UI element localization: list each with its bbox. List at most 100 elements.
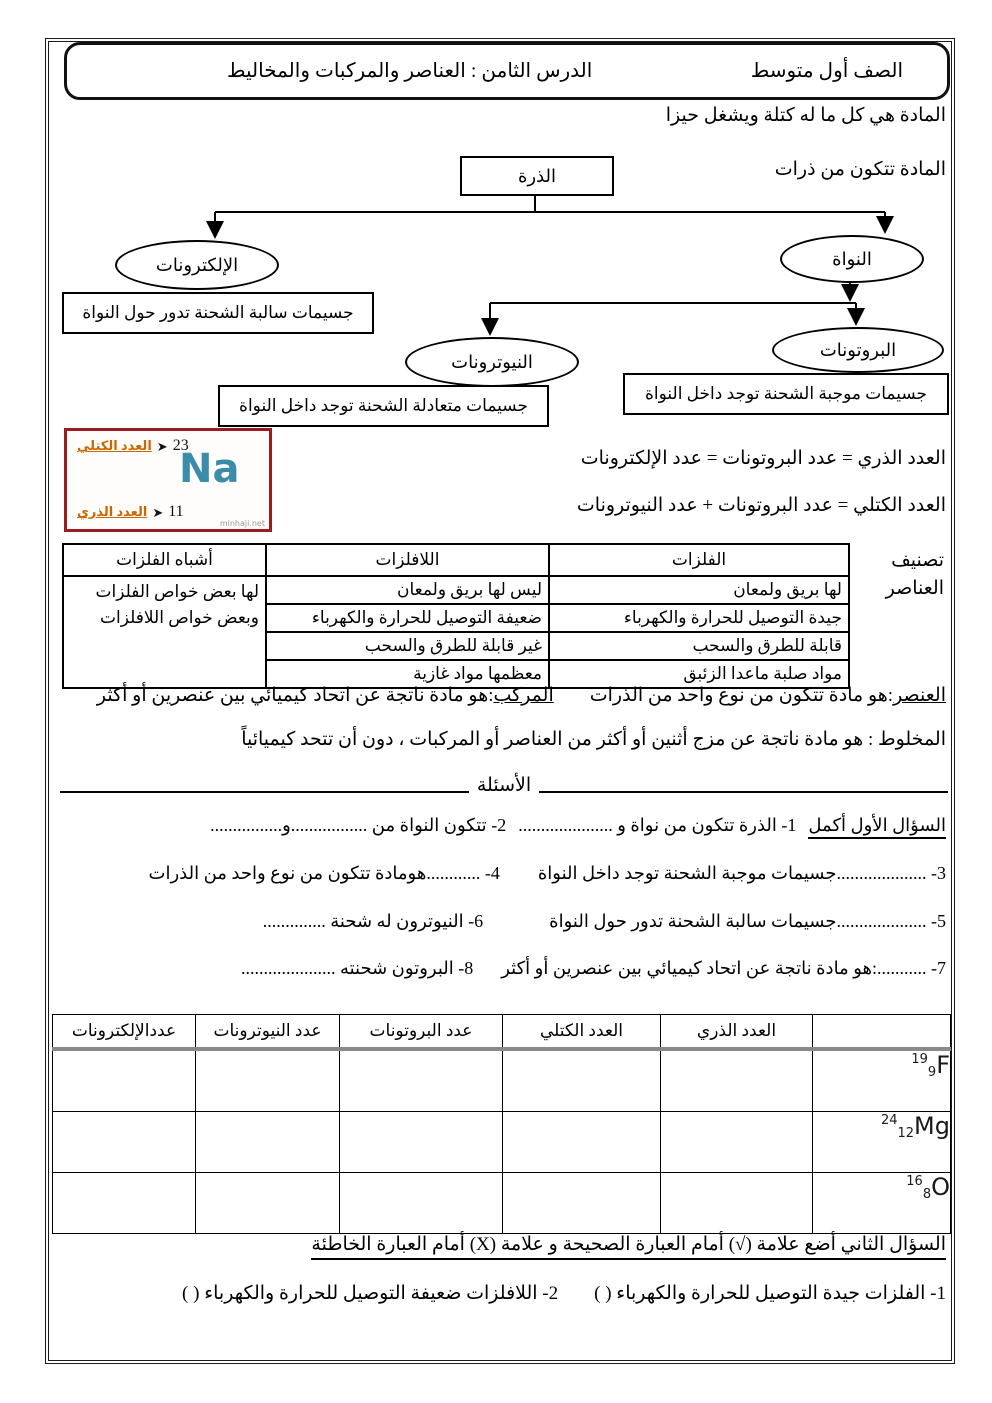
divider-line — [60, 790, 469, 793]
nonmetals-property: ليس لها بريق ولمعان — [265, 575, 550, 605]
isotope-notation: 2412Mg — [881, 1112, 950, 1141]
atom-structure-diagram: الذرة الإلكترونات النواة جسيمات سالبة ال… — [45, 150, 950, 432]
answer-cell[interactable] — [502, 1048, 661, 1112]
classification-row: لها بريق ولمعان ليس لها بريق ولمعان لها … — [62, 575, 850, 689]
atomic-number: 12 — [897, 1126, 915, 1141]
metals-property: لها بريق ولمعان — [548, 575, 850, 605]
mass-number-formula: العدد الكتلي = عدد البروتونات + عدد الني… — [576, 495, 946, 516]
protons-ellipse: البروتونات — [772, 327, 944, 373]
atomic-number-header: العدد الذري — [660, 1014, 813, 1051]
mass-number-label: العدد الكتلي — [77, 438, 152, 453]
question1-line3: 5- ....................جسيمات سالبة الشح… — [263, 911, 946, 932]
grade-label: الصف أول متوسط — [750, 60, 903, 82]
mass-number-value: 23 — [172, 437, 189, 454]
atom-label: الذرة — [517, 165, 557, 186]
question2-item: 2- اللافلزات ضعيفة التوصيل للحرارة والكه… — [182, 1283, 559, 1304]
question1-item: 7- ...........:هو مادة ناتجة عن اتحاد كي… — [501, 958, 946, 978]
classification-row: مواد صلبة ماعدا الزئبق معظمها مواد غازية — [63, 659, 850, 689]
element-row-fluorine: 199F — [52, 1048, 951, 1112]
question2-line: 1- الفلزات جيدة التوصيل للحرارة والكهربا… — [182, 1282, 946, 1305]
metals-header: الفلزات — [548, 543, 850, 577]
nucleus-label: النواة — [832, 248, 872, 269]
divider-line — [539, 790, 948, 793]
elements-numbers-table: العدد الذري العدد الكتلي عدد البروتونات … — [52, 1014, 951, 1234]
electrons-description-box: جسيمات سالبة الشحنة تدور حول النواة — [62, 292, 374, 334]
mixture-definition: المخلوط : هو مادة ناتجة عن مزج أثنين أو … — [241, 729, 946, 750]
nonmetals-property: غير قابلة للطرق والسحب — [265, 631, 550, 661]
mass-number-header: العدد الكتلي — [502, 1014, 661, 1051]
question1-item: 8- البروتون شحنته ..................... — [240, 958, 474, 978]
question2-item: 1- الفلزات جيدة التوصيل للحرارة والكهربا… — [594, 1283, 946, 1304]
matter-definition-line: المادة هي كل ما له كتلة ويشغل حيزا — [665, 105, 946, 126]
isotope-notation: 199F — [911, 1051, 950, 1080]
metals-property: جيدة التوصيل للحرارة والكهرباء — [548, 603, 850, 633]
protons-label: البروتونات — [819, 339, 897, 360]
question1-item: 6- النيوترون له شحنة .............. — [262, 911, 484, 931]
header-box: الصف أول متوسط الدرس الثامن : العناصر وا… — [64, 42, 950, 100]
answer-cell[interactable] — [660, 1048, 813, 1112]
mass-number-row: العدد الكتلي ➤ 23 — [77, 437, 189, 455]
answer-cell[interactable] — [339, 1048, 503, 1112]
classification-row: جيدة التوصيل للحرارة والكهرباء ضعيفة الت… — [63, 603, 850, 633]
element-symbol: Mg — [914, 1112, 950, 1140]
answer-cell[interactable] — [660, 1172, 813, 1234]
neutrons-description-box: جسيمات متعادلة الشحنة توجد داخل النواة — [218, 385, 549, 427]
compound-term: المركب — [493, 685, 554, 706]
protons-description-box: جسيمات موجبة الشحنة توجد داخل النواة — [623, 373, 949, 415]
classification-row: قابلة للطرق والسحب غير قابلة للطرق والسح… — [63, 631, 850, 661]
sodium-example-card: العدد الكتلي ➤ 23 Na العدد الذري ➤ 11 mi… — [64, 428, 272, 532]
element-symbol: F — [936, 1051, 950, 1079]
answer-cell[interactable] — [339, 1111, 503, 1173]
neutrons-count-header: عدد النيوترونات — [195, 1014, 340, 1051]
question1-line1: السؤال الأول أكمل 1- الذرة تتكون من نواة… — [210, 815, 946, 839]
answer-cell[interactable] — [195, 1048, 340, 1112]
nonmetals-property: ضعيفة التوصيل للحرارة والكهرباء — [265, 603, 550, 633]
answer-cell[interactable] — [195, 1111, 340, 1173]
answer-cell[interactable] — [195, 1172, 340, 1234]
element-row-magnesium: 2412Mg — [52, 1111, 951, 1173]
atomic-number-label: العدد الذري — [77, 504, 148, 519]
mass-number: 19 — [911, 1052, 928, 1067]
atomic-number: 9 — [927, 1065, 937, 1080]
classification-side-label-line2: العناصر — [885, 578, 944, 599]
diagram-connectors — [206, 192, 894, 336]
nonmetals-header: اللافلزات — [265, 543, 550, 577]
element-symbol-header — [812, 1014, 951, 1051]
answer-cell[interactable] — [660, 1111, 813, 1173]
element-definition-text: :هو مادة تتكون من نوع واحد من الذرات — [589, 685, 894, 706]
question1-heading: السؤال الأول أكمل — [808, 815, 946, 839]
questions-divider: الأسئلة — [60, 775, 948, 798]
element-symbol: O — [931, 1173, 950, 1201]
arrow-right-icon: ➤ — [152, 504, 164, 520]
electrons-label: الإلكترونات — [155, 254, 239, 275]
nonmetals-property: معظمها مواد غازية — [265, 659, 550, 689]
question1-item: 1- الذرة تتكون من نواة و ...............… — [518, 815, 797, 835]
nucleus-ellipse: النواة — [780, 235, 924, 283]
isotope-notation: 168O — [906, 1173, 950, 1202]
answer-cell[interactable] — [52, 1111, 196, 1173]
question1-line2: 3- ....................جسيمات موجبة الشح… — [149, 863, 947, 884]
answer-cell[interactable] — [502, 1172, 661, 1234]
atomic-number-formula: العدد الذري = عدد البروتونات = عدد الإلك… — [580, 448, 946, 469]
elements-table-header-row: العدد الذري العدد الكتلي عدد البروتونات … — [52, 1014, 951, 1051]
protons-description: جسيمات موجبة الشحنة توجد داخل النواة — [644, 384, 928, 403]
watermark: minhaji.net — [219, 519, 265, 528]
answer-cell[interactable] — [52, 1048, 196, 1112]
element-symbol-cell: 168O — [812, 1172, 951, 1234]
question1-item: 4- ............هومادة تتكون من نوع واحد … — [148, 863, 500, 883]
element-definition: العنصر:هو مادة تتكون من نوع واحد من الذر… — [590, 684, 946, 707]
classification-header-row: الفلزات اللافلزات أشباه الفلزات — [62, 543, 850, 577]
answer-cell[interactable] — [339, 1172, 503, 1234]
page-border — [45, 38, 955, 1364]
metals-property: مواد صلبة ماعدا الزئبق — [548, 659, 850, 689]
answer-cell[interactable] — [52, 1172, 196, 1234]
metals-property: قابلة للطرق والسحب — [548, 631, 850, 661]
metalloids-property: لها بعض خواص الفلزات وبعض خواص اللافلزات — [62, 575, 267, 689]
atomic-number: 8 — [922, 1187, 932, 1202]
element-symbol-cell: 199F — [812, 1048, 951, 1112]
electrons-count-header: عددالإلكترونات — [52, 1014, 196, 1051]
question1-item: 5- ....................جسيمات سالبة الشح… — [549, 911, 946, 931]
arrow-right-icon: ➤ — [156, 438, 168, 454]
answer-cell[interactable] — [502, 1111, 661, 1173]
